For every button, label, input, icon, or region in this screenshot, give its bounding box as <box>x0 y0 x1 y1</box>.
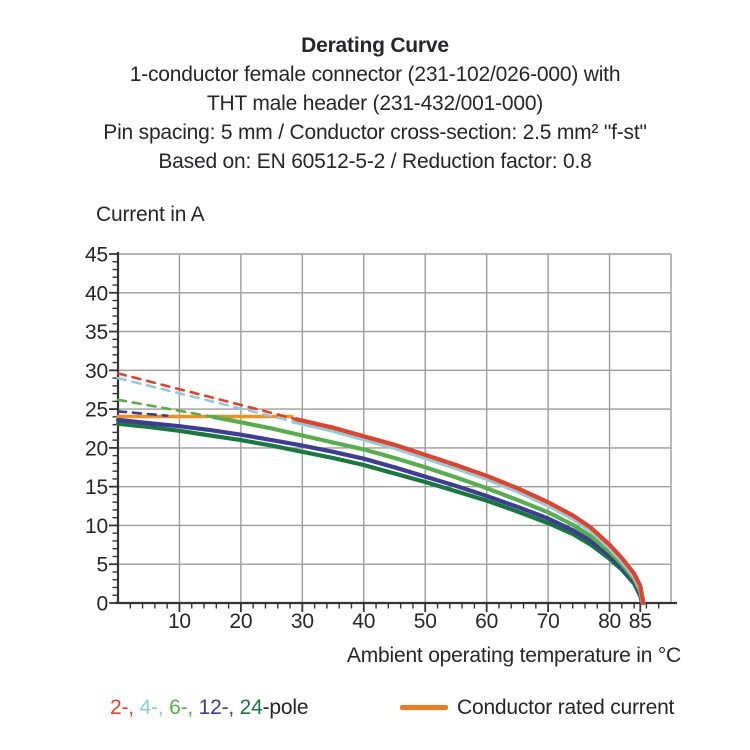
x-tick-label-85: 85 <box>629 610 652 633</box>
legend-pole-counts: 2-, 4-, 6-, 12-, 24-pole <box>110 696 309 720</box>
y-tick-label-40: 40 <box>85 282 108 305</box>
x-axis-title: Ambient operating temperature in °C <box>346 644 681 667</box>
y-tick-label-30: 30 <box>85 360 108 383</box>
series-12-pole-dashed <box>116 410 169 417</box>
x-tick-label-60: 60 <box>475 610 498 633</box>
chart-subtitle-header: THT male header (231-432/001-000) <box>206 92 544 115</box>
y-tick-label-25: 25 <box>85 399 108 422</box>
y-axis-title: Current in A <box>96 203 205 226</box>
y-tick-label-0: 0 <box>97 593 108 616</box>
y-tick-label-5: 5 <box>97 554 108 577</box>
x-tick-label-30: 30 <box>291 610 314 633</box>
chart-subtitle-basis: Based on: EN 60512-5-2 / Reduction facto… <box>158 150 592 173</box>
x-tick-label-10: 10 <box>168 610 191 633</box>
series-4-pole <box>291 419 646 606</box>
series-2-pole-dashed <box>116 372 298 421</box>
rated-current-label: Conductor rated current <box>457 696 675 719</box>
y-tick-label-20: 20 <box>85 437 108 460</box>
legend-rated-current: Conductor rated current <box>400 696 674 720</box>
chart-subtitle-spacing: Pin spacing: 5 mm / Conductor cross-sect… <box>103 121 647 144</box>
chart-subtitle-connector: 1-conductor female connector (231-102/02… <box>129 63 621 86</box>
x-tick-label-20: 20 <box>229 610 252 633</box>
series-6-pole-dashed <box>116 398 215 419</box>
rated-current-line-swatch <box>400 705 448 710</box>
x-tick-label-50: 50 <box>414 610 437 633</box>
chart-header: Derating Curve 1-conductor female connec… <box>0 31 750 176</box>
x-tick-label-80: 80 <box>598 610 621 633</box>
series-12-pole <box>115 417 645 606</box>
legend-pole-suffix: -pole <box>262 696 309 719</box>
y-tick-label-15: 15 <box>85 476 108 499</box>
y-tick-label-35: 35 <box>85 321 108 344</box>
x-tick-label-40: 40 <box>352 610 375 633</box>
series-2-pole <box>294 417 646 606</box>
y-tick-label-10: 10 <box>85 515 108 538</box>
legend-pole-4-label: 4-, <box>139 696 170 719</box>
legend-pole-12-label: 12-, <box>198 696 240 719</box>
series-4-pole-dashed <box>116 376 295 423</box>
legend-pole-6-label: 6-, <box>169 696 199 719</box>
chart-title: Derating Curve <box>301 34 449 57</box>
legend-pole-2-label: 2-, <box>110 696 140 719</box>
x-tick-label-70: 70 <box>537 610 560 633</box>
legend-pole-24-label: 24 <box>239 696 263 719</box>
y-tick-label-45: 45 <box>85 244 108 267</box>
